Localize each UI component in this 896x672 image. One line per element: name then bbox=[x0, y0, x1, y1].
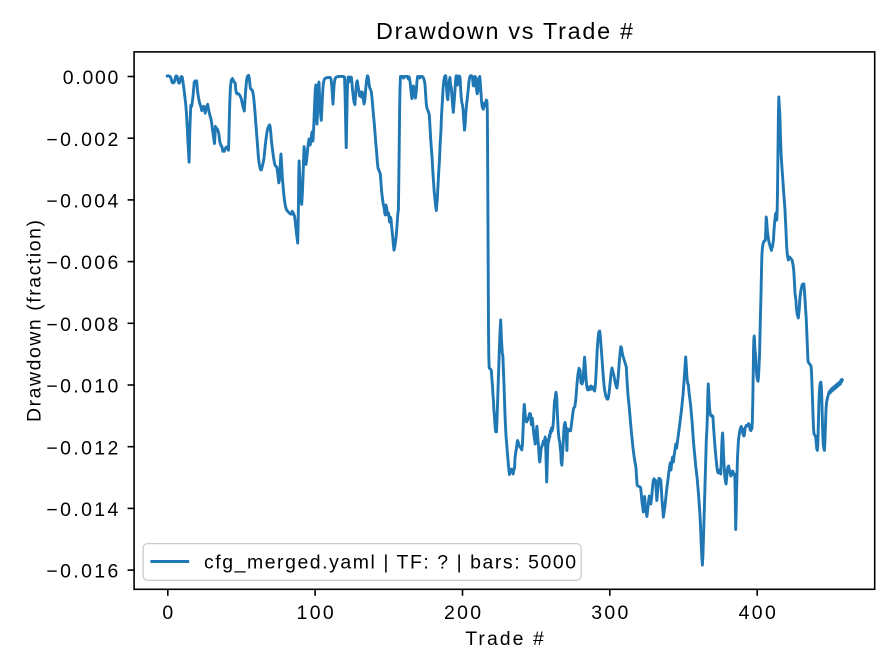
svg-text:−0.008: −0.008 bbox=[46, 314, 118, 336]
svg-text:0.000: 0.000 bbox=[63, 67, 119, 89]
svg-text:Drawdown vs Trade #: Drawdown vs Trade # bbox=[376, 18, 633, 44]
svg-text:−0.012: −0.012 bbox=[46, 437, 118, 459]
svg-text:0: 0 bbox=[162, 602, 173, 624]
svg-text:−0.010: −0.010 bbox=[46, 376, 118, 398]
svg-text:100: 100 bbox=[297, 602, 334, 624]
svg-text:−0.004: −0.004 bbox=[46, 191, 118, 213]
svg-text:cfg_merged.yaml | TF: ? | bars: cfg_merged.yaml | TF: ? | bars: 5000 bbox=[204, 551, 576, 573]
svg-text:−0.016: −0.016 bbox=[46, 561, 118, 583]
svg-text:−0.014: −0.014 bbox=[46, 499, 118, 521]
svg-text:300: 300 bbox=[591, 602, 628, 624]
svg-text:−0.006: −0.006 bbox=[46, 252, 118, 274]
svg-text:400: 400 bbox=[739, 602, 776, 624]
svg-text:−0.002: −0.002 bbox=[46, 129, 118, 151]
svg-text:200: 200 bbox=[444, 602, 481, 624]
svg-text:Drawdown (fraction): Drawdown (fraction) bbox=[24, 220, 46, 422]
